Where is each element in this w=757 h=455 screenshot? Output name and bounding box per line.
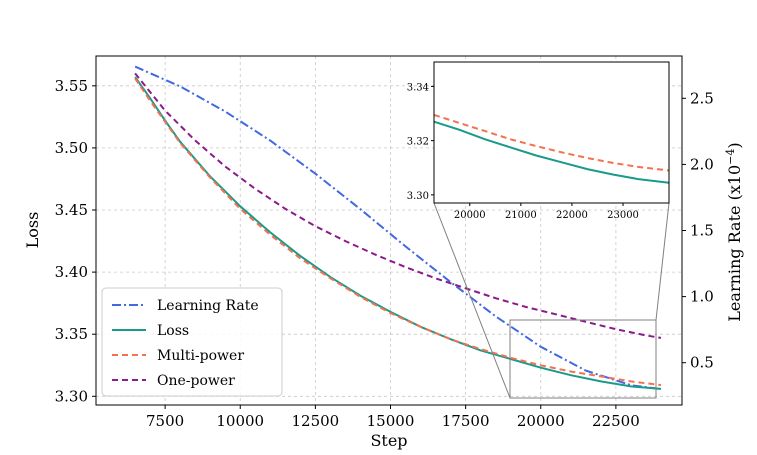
y-tick-label: 3.35 — [55, 325, 88, 343]
y2-tick-label: 2.0 — [690, 155, 714, 173]
y2-axis-title-close: ) — [725, 142, 744, 148]
y-axis-title: Loss — [23, 212, 42, 249]
x-axis-ticks: 7500 10000 12500 15000 17500 20000 22500 — [146, 405, 640, 430]
x-tick-label: 20000 — [517, 412, 565, 430]
x-tick-label: 12500 — [292, 412, 340, 430]
inset-y-tick-label: 3.34 — [407, 82, 429, 93]
y2-tick-label: 0.5 — [690, 354, 714, 372]
inset-series-line-loss — [433, 120, 670, 184]
y2-axis-title-main: Learning Rate (x10 — [725, 165, 744, 322]
y-tick-label: 3.45 — [55, 201, 88, 219]
inset-series-line-multi-power — [433, 113, 670, 172]
legend-label-one-power: One-power — [157, 373, 235, 389]
x-tick-label: 7500 — [146, 412, 184, 430]
y2-tick-label: 1.5 — [690, 222, 714, 240]
y-tick-label: 3.50 — [55, 139, 88, 157]
x-tick-label: 15000 — [367, 412, 415, 430]
y-tick-label: 3.40 — [55, 263, 88, 281]
series-line-one-power — [134, 72, 662, 339]
legend-label-multi-power: Multi-power — [157, 348, 244, 364]
zoom-connector-right — [655, 202, 670, 321]
y2-tick-label: 2.5 — [690, 89, 714, 107]
zoom-connector-left — [433, 202, 511, 399]
legend-box — [101, 287, 283, 397]
inset-plot-area — [434, 62, 669, 203]
series-line-learning-rate — [134, 65, 662, 391]
zoom-region-box — [509, 319, 657, 399]
inset-x-tick-label: 23000 — [607, 210, 639, 221]
inset-frame — [433, 61, 670, 204]
x-axis-title: Step — [370, 431, 407, 450]
x-tick-label: 22500 — [592, 412, 640, 430]
inset-x-tick-label: 20000 — [454, 210, 486, 221]
main-series — [134, 65, 662, 391]
y2-tick-label: 1.0 — [690, 288, 714, 306]
legend: Learning Rate Loss Multi-power One-power — [101, 287, 283, 397]
x-tick-label: 17500 — [442, 412, 490, 430]
y-axis-ticks: 3.30 3.35 3.40 3.45 3.50 3.55 — [55, 77, 96, 405]
inset-series — [433, 113, 670, 184]
legend-label-loss: Loss — [157, 323, 189, 339]
y2-axis-ticks: 0.5 1.0 1.5 2.0 2.5 — [682, 89, 714, 372]
legend-label-learning-rate: Learning Rate — [157, 298, 259, 314]
x-tick-label: 10000 — [216, 412, 264, 430]
y-tick-label: 3.30 — [55, 387, 88, 405]
y2-axis-title: Learning Rate (x10−4) — [724, 142, 744, 321]
inset-y-tick-label: 3.32 — [407, 137, 429, 148]
inset-y-tick-label: 3.30 — [407, 191, 429, 202]
y2-axis-title-exponent: −4 — [724, 149, 737, 165]
inset-x-tick-label: 21000 — [505, 210, 537, 221]
y-tick-label: 3.55 — [55, 77, 88, 95]
inset-x-tick-label: 22000 — [556, 210, 588, 221]
inset-ticks: 20000 21000 22000 23000 3.30 3.32 3.34 — [407, 82, 639, 221]
series-line-multi-power — [134, 77, 662, 387]
